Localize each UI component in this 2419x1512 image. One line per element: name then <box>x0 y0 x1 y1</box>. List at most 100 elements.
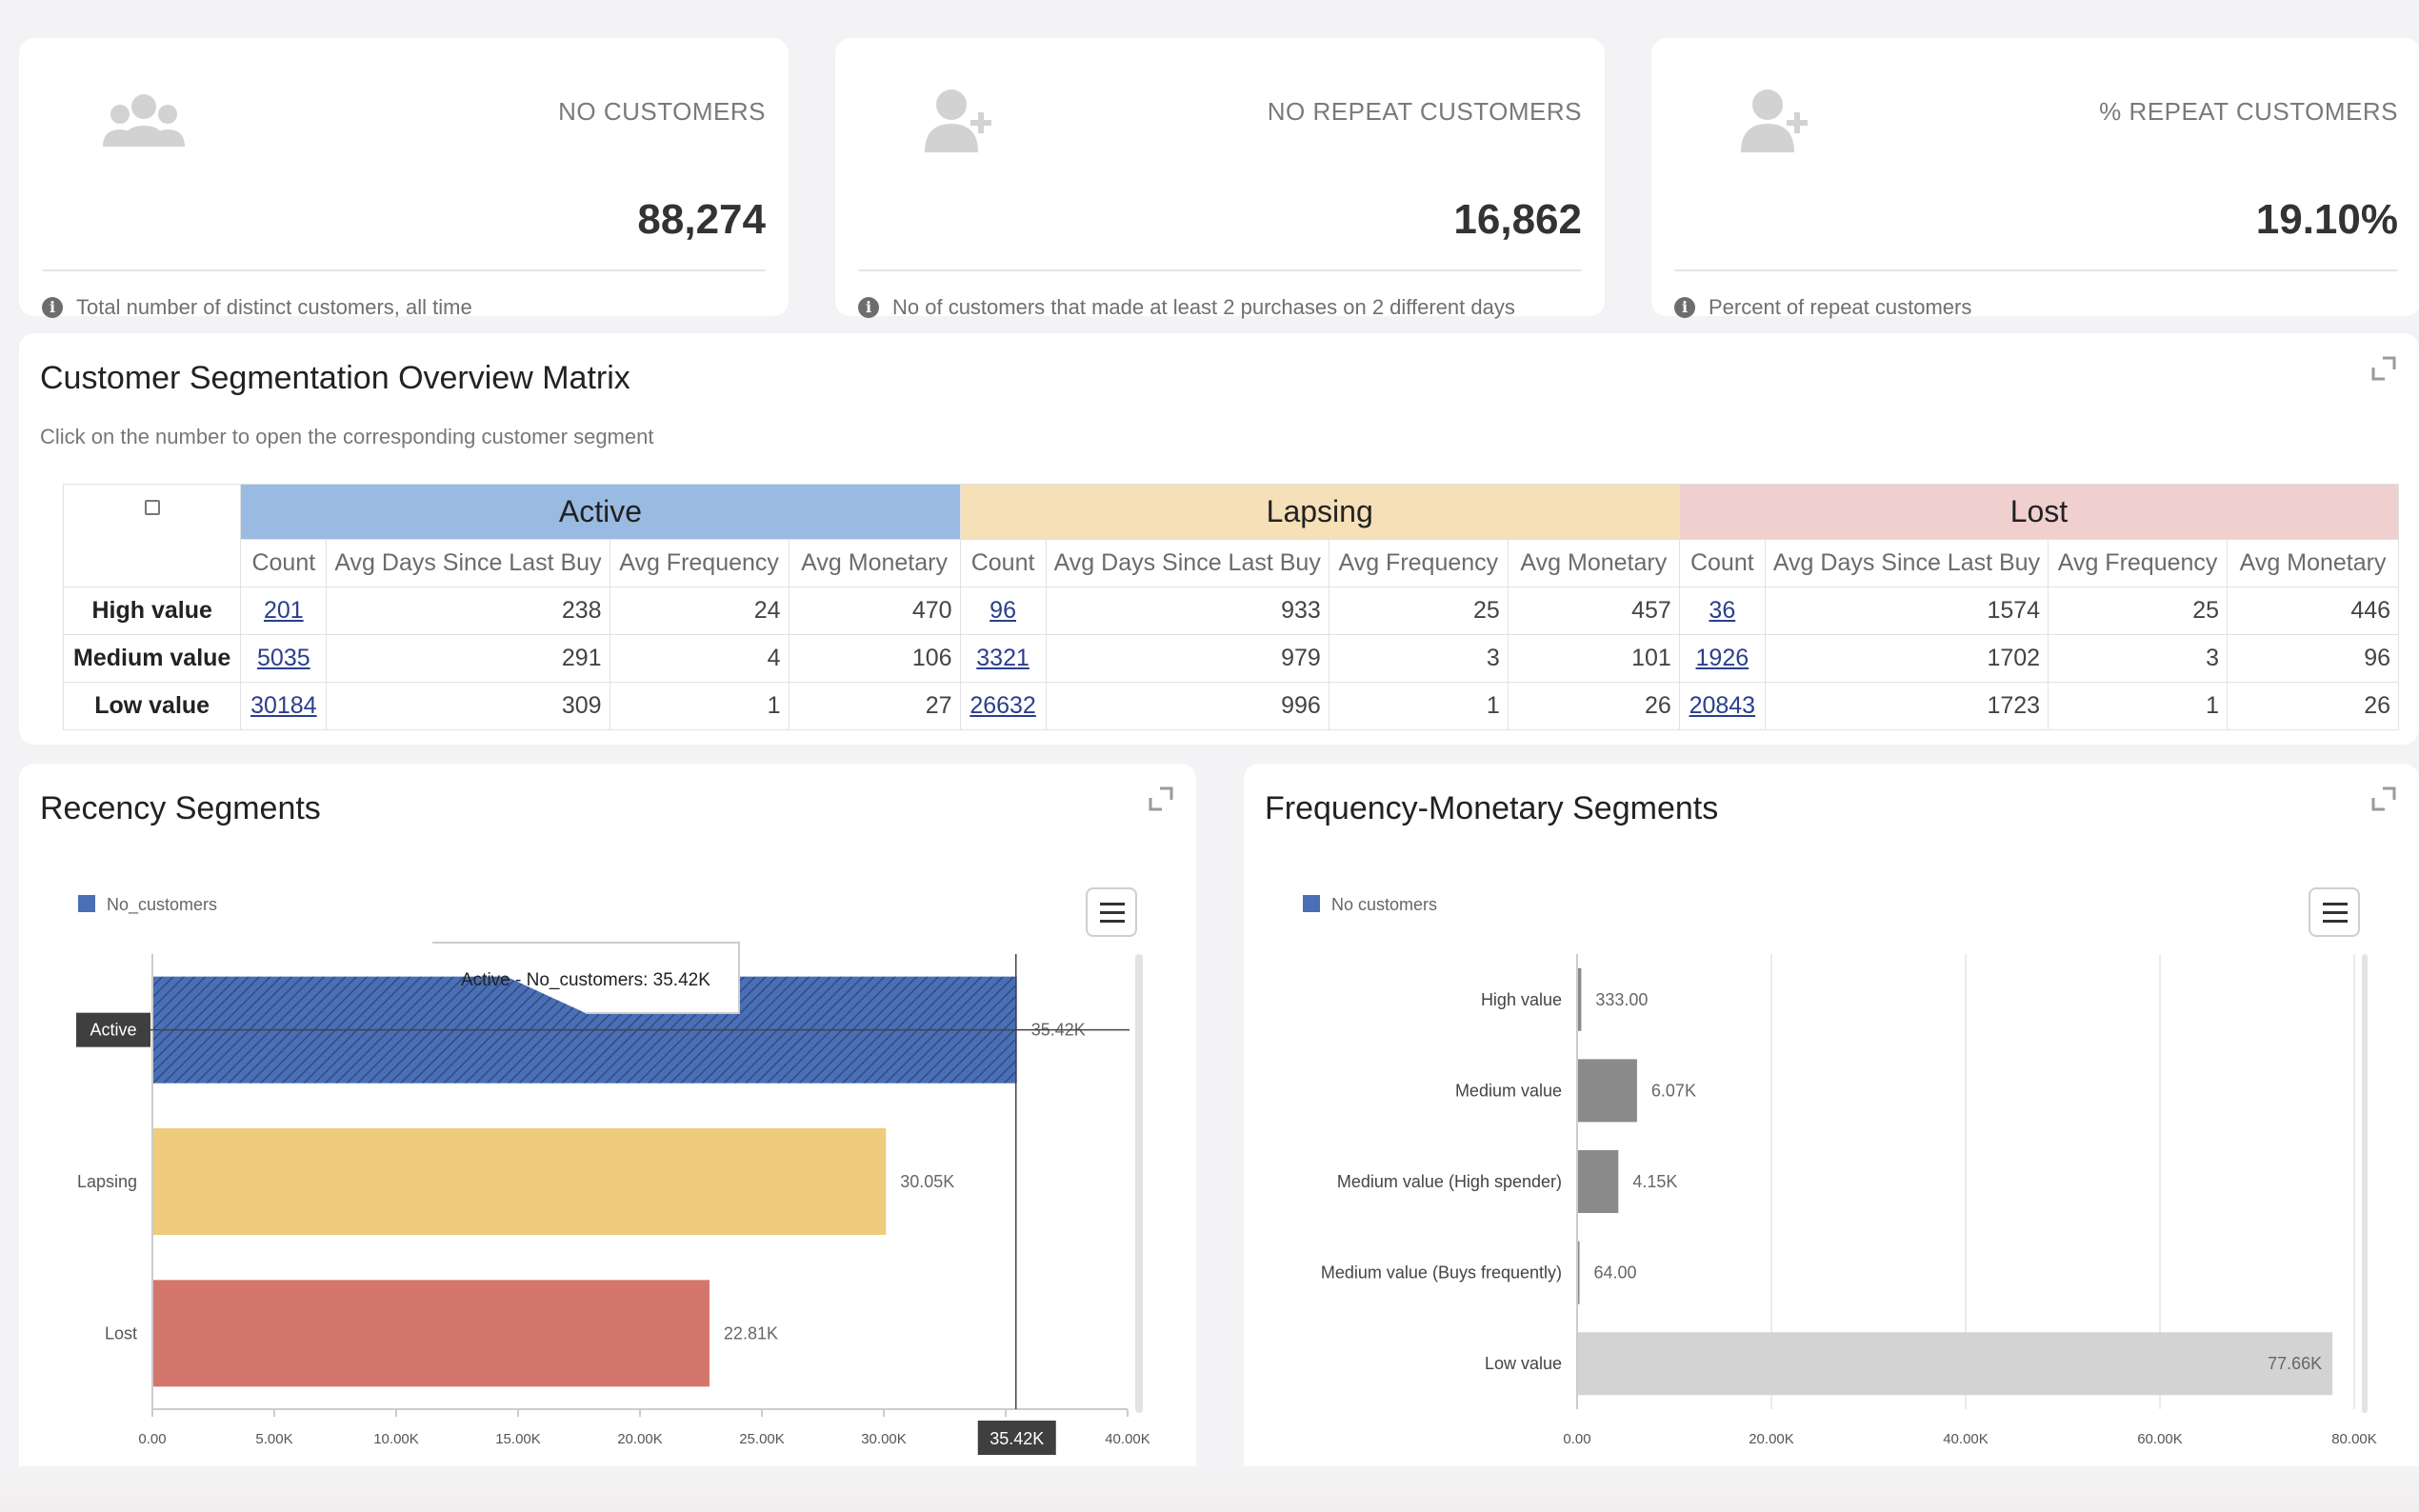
kpi-description: Total number of distinct customers, all … <box>76 295 472 319</box>
recency-segments-panel: Recency Segments No_customers 0.00 5.00K 10… <box>19 764 1196 1512</box>
segmentation-matrix-panel: Customer Segmentation Overview Matrix Cl… <box>19 333 2419 745</box>
divider <box>858 269 1582 271</box>
x-tick-label: 60.00K <box>2137 1431 2183 1447</box>
category-label: Lost <box>105 1323 137 1343</box>
col-header-count: Count <box>1678 539 1766 587</box>
expand-icon[interactable] <box>2369 354 2398 383</box>
x-tick-label: 25.00K <box>739 1431 785 1447</box>
user-plus-icon <box>1741 90 1808 152</box>
data-label: 22.81K <box>724 1323 778 1343</box>
crosshair-x-label-bg <box>977 1421 1056 1455</box>
panel-subtitle: Click on the number to open the correspo… <box>40 425 654 448</box>
category-label: Medium value (Buys frequently) <box>1321 1263 1562 1283</box>
crosshair-y-label-bg <box>76 1012 150 1047</box>
tooltip-box <box>432 942 740 1014</box>
segment-link[interactable]: 5035 <box>257 645 310 671</box>
chart-menu-button[interactable] <box>2309 887 2360 937</box>
col-header-avg-frequency: Avg Frequency <box>609 539 790 587</box>
data-label: 4.15K <box>1632 1172 1677 1191</box>
x-tick-label: 20.00K <box>1749 1431 1794 1447</box>
frequency-monetary-chart: No customers 0.00 20.00K 40.00K 60.00K 80.00K… <box>1303 895 2377 1447</box>
table-icon[interactable] <box>144 500 160 515</box>
crosshair-y-label: Active <box>90 1021 136 1040</box>
row-label: High value <box>62 587 242 635</box>
legend-label: No customers <box>1331 895 1437 914</box>
data-label: 333.00 <box>1595 990 1648 1009</box>
bar <box>1578 967 1582 1031</box>
col-header-avg-monetary: Avg Monetary <box>2227 539 2400 587</box>
x-tick-label: 40.00K <box>1105 1431 1150 1447</box>
x-tick-label: 20.00K <box>617 1431 663 1447</box>
bar <box>1578 1150 1619 1213</box>
panel-title: Customer Segmentation Overview Matrix <box>40 360 630 396</box>
category-label: Medium value (High spender) <box>1337 1172 1562 1191</box>
kpi-value: 19.10% <box>2255 196 2398 243</box>
table-cell: 933 <box>1045 587 1329 635</box>
legend-swatch <box>1303 895 1320 912</box>
segment-link[interactable]: 20843 <box>1689 692 1756 719</box>
table-cell: 457 <box>1507 587 1680 635</box>
kpi-card-repeat-percent: % REPEAT CUSTOMERS 19.10% i Percent of r… <box>1651 38 2419 319</box>
col-header-avg-monetary: Avg Monetary <box>788 539 961 587</box>
group-header-lapsing: Lapsing <box>959 484 1680 540</box>
data-label: 64.00 <box>1594 1263 1637 1283</box>
kpi-card-customers: NO CUSTOMERS 88,274 i Total number of di… <box>19 38 789 319</box>
x-tick-label: 30.00K <box>861 1431 907 1447</box>
segment-link[interactable]: 3321 <box>976 645 1030 671</box>
kpi-title: NO CUSTOMERS <box>558 97 766 126</box>
table-cell: 3 <box>1328 634 1509 683</box>
table-cell: 27 <box>788 682 961 730</box>
bar <box>1578 1241 1580 1304</box>
count-cell: 20843 <box>1678 682 1766 730</box>
divider <box>1674 269 2398 271</box>
col-header-avg-monetary: Avg Monetary <box>1507 539 1680 587</box>
info-icon: i <box>42 297 63 318</box>
row-label: Low value <box>62 682 242 730</box>
table-cell: 470 <box>788 587 961 635</box>
table-cell: 1574 <box>1764 587 2049 635</box>
x-tick-label: 0.00 <box>138 1431 166 1447</box>
x-tick-label: 80.00K <box>2331 1431 2377 1447</box>
page-footer-fade <box>0 1466 2419 1512</box>
info-icon: i <box>1674 297 1695 318</box>
x-tick-label: 0.00 <box>1563 1431 1590 1447</box>
user-plus-icon <box>925 90 991 152</box>
kpi-title: NO REPEAT CUSTOMERS <box>1267 97 1582 126</box>
bar <box>1578 1059 1637 1123</box>
count-cell: 1926 <box>1678 634 1766 683</box>
scrollbar-track <box>1135 954 1143 1413</box>
recency-chart: No_customers 0.00 5.00K 10.00K 15.00K 20.00K 2… <box>76 895 1150 1455</box>
table-cell: 446 <box>2227 587 2400 635</box>
segment-link[interactable]: 30184 <box>250 692 317 719</box>
segmentation-matrix-table: Active Lapsing Lost Count Avg Days Since… <box>62 484 2400 730</box>
bar-lost <box>153 1280 710 1387</box>
chart-menu-button[interactable] <box>1086 887 1137 937</box>
count-cell: 96 <box>959 587 1047 635</box>
segment-link[interactable]: 26632 <box>970 692 1036 719</box>
segment-link[interactable]: 96 <box>990 597 1016 624</box>
legend-label: No_customers <box>107 895 217 915</box>
kpi-description: No of customers that made at least 2 pur… <box>892 295 1515 319</box>
count-cell: 36 <box>1678 587 1766 635</box>
segment-link[interactable]: 36 <box>1709 597 1736 624</box>
category-label: Low value <box>1485 1354 1562 1373</box>
data-label: 6.07K <box>1651 1081 1696 1100</box>
col-header-avg-days: Avg Days Since Last Buy <box>326 539 610 587</box>
table-cell: 309 <box>326 682 610 730</box>
info-icon: i <box>858 297 879 318</box>
col-header-avg-days: Avg Days Since Last Buy <box>1045 539 1329 587</box>
count-cell: 30184 <box>240 682 328 730</box>
panel-title: Frequency-Monetary Segments <box>1265 790 1719 826</box>
table-cell: 26 <box>2227 682 2400 730</box>
expand-icon[interactable] <box>2369 785 2398 813</box>
table-row: Low value 30184 309 1 27 26632 996 1 26 … <box>62 682 2400 730</box>
kpi-info: i Total number of distinct customers, al… <box>42 295 472 320</box>
table-cell: 4 <box>609 634 790 683</box>
kpi-value: 88,274 <box>637 196 766 243</box>
segment-link[interactable]: 201 <box>263 597 304 624</box>
expand-icon[interactable] <box>1147 785 1175 813</box>
table-cell: 1702 <box>1764 634 2049 683</box>
matrix-corner <box>62 484 242 587</box>
table-cell: 1723 <box>1764 682 2049 730</box>
segment-link[interactable]: 1926 <box>1695 645 1749 671</box>
